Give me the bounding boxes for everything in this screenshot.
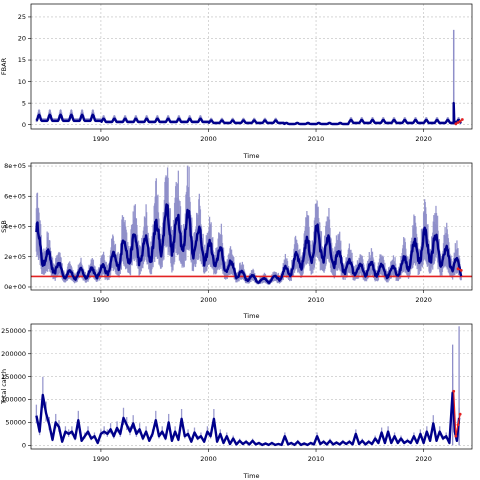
y-tick-label: 15 (18, 56, 26, 64)
x-axis-label: Time (243, 312, 260, 320)
uncertainty-band (35, 326, 460, 446)
forecast-point (452, 389, 456, 393)
forecast-point (460, 118, 464, 121)
panel-1: 1990 2000 2010 2020 0 5 10 15 20 25 Time FBAR (0, 3, 473, 160)
x-tick-label: 1990 (93, 135, 110, 143)
x-tick-label: 1990 (93, 455, 110, 463)
x-tick-label: 2000 (200, 455, 217, 463)
forecast-point (456, 267, 460, 271)
x-tick-label: 2000 (200, 135, 217, 143)
y-tick-label: 150000 (1, 373, 26, 381)
y-tick-label: 100000 (1, 396, 26, 404)
plot-area (35, 29, 464, 126)
plot-frame (30, 3, 473, 130)
forecast-point (458, 412, 462, 416)
y-tick-label: 50000 (5, 419, 26, 427)
x-tick-label: 2000 (200, 296, 217, 304)
series-line (35, 203, 463, 285)
series-line (35, 101, 462, 126)
x-tick-label: 2020 (415, 455, 432, 463)
y-tick-label: 10 (18, 78, 26, 86)
forecast-point (454, 434, 458, 438)
x-tick-label: 2020 (415, 135, 432, 143)
y-tick-label: 0e+00 (4, 283, 26, 291)
forecast-point (458, 119, 462, 123)
x-tick-label: 1990 (93, 296, 110, 304)
y-tick-label: 200000 (1, 350, 26, 358)
y-tick-label: 4e+05 (4, 223, 26, 231)
plot-area (31, 165, 472, 285)
forecast-point (456, 121, 460, 124)
y-tick-label: 20 (18, 35, 26, 43)
y-tick-label: 250000 (1, 327, 26, 335)
forecast-point (454, 122, 458, 126)
y-tick-label: 6e+05 (4, 192, 26, 200)
uncertainty-band (35, 29, 462, 125)
forecast-point (456, 423, 460, 427)
series-line (35, 391, 461, 447)
y-axis-label: FBAR (0, 57, 8, 75)
x-tick-label: 2010 (308, 135, 325, 143)
x-tick-label: 2020 (415, 296, 432, 304)
panel-3: 1990 2000 2010 2020 0 50000 100000 150000 200000… (0, 323, 473, 480)
plot-frame (30, 323, 473, 450)
y-tick-label: 0 (22, 121, 26, 129)
y-axis-label: SSB (0, 220, 8, 233)
y-tick-label: 25 (18, 13, 26, 21)
panel-2: 1990 2000 2010 2020 0e+00 2e+05 4e+05 6e+05 8e+0… (0, 162, 473, 320)
plot-area (35, 326, 462, 447)
x-tick-label: 2010 (308, 455, 325, 463)
forecast-point (459, 268, 463, 272)
y-tick-label: 2e+05 (4, 253, 26, 261)
x-tick-label: 2010 (308, 296, 325, 304)
y-tick-label: 8e+05 (4, 162, 26, 170)
y-tick-label: 0 (22, 442, 26, 450)
y-tick-label: 5 (22, 99, 26, 107)
x-axis-label: Time (243, 472, 260, 480)
x-axis-label: Time (243, 152, 260, 160)
forecast-line (453, 391, 461, 437)
y-axis-label: Total catch (0, 369, 8, 405)
